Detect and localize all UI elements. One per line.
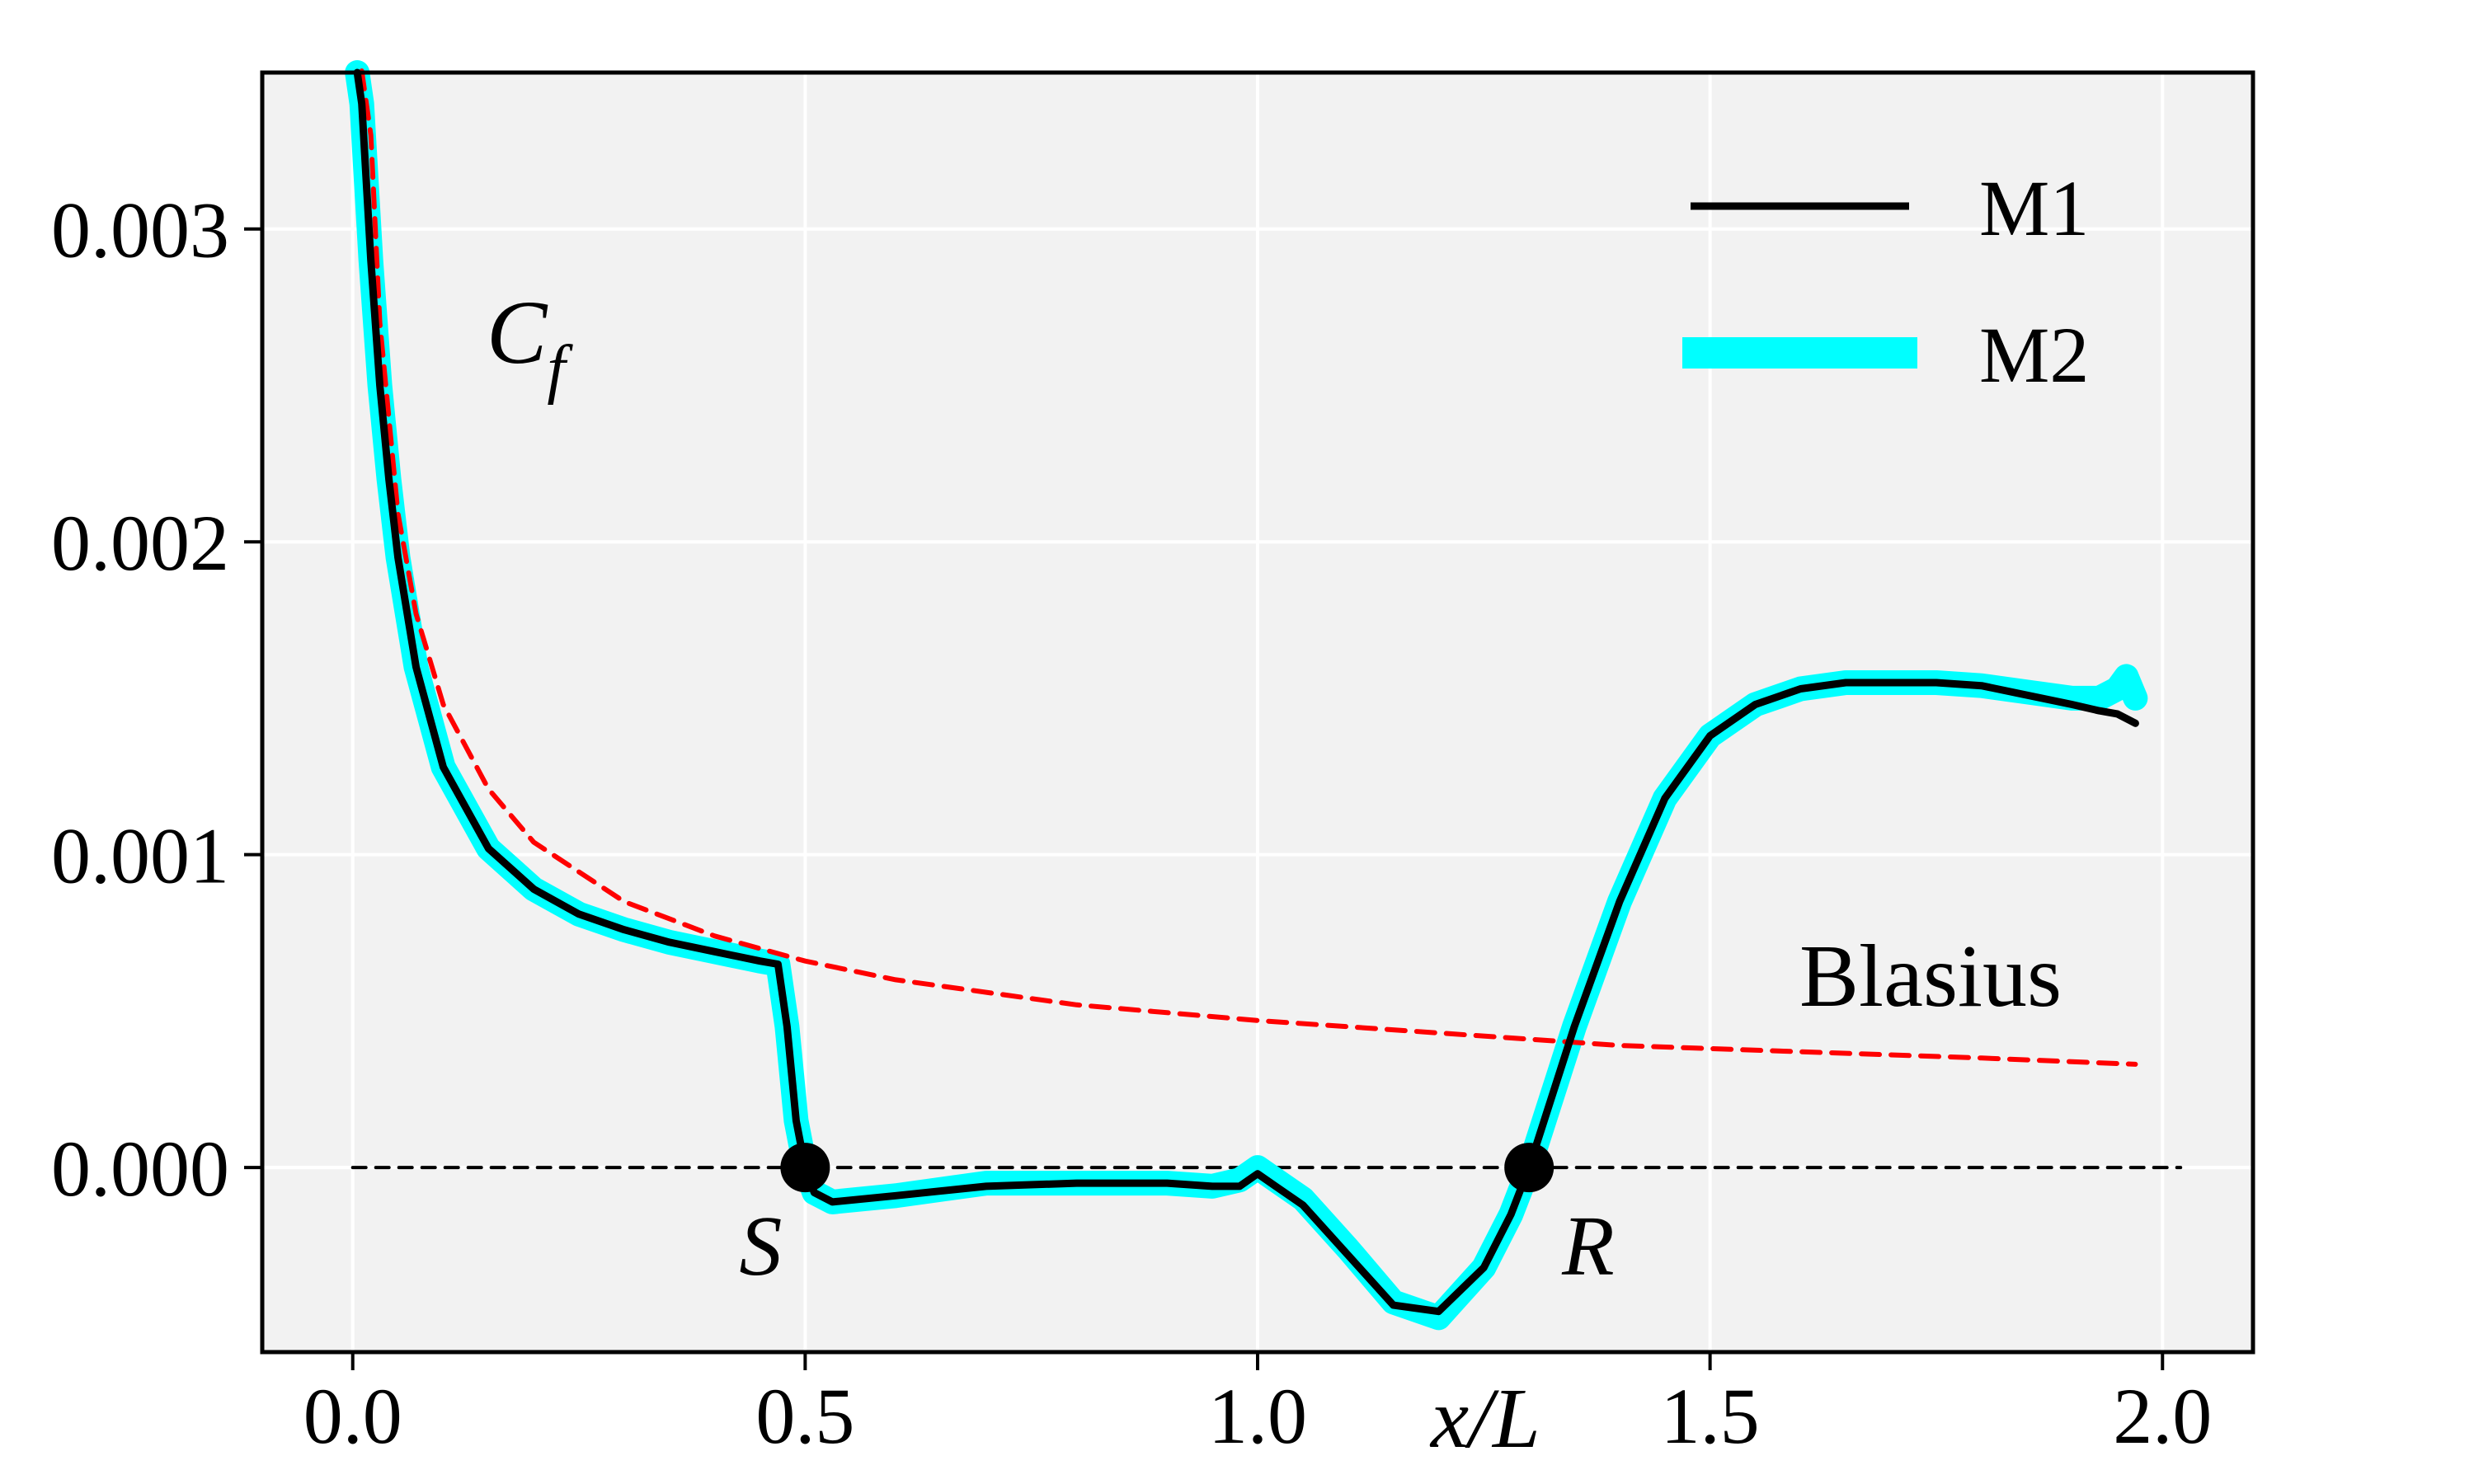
y-tick-label: 0.002 — [51, 499, 229, 587]
x-tick-label: 1.5 — [1661, 1372, 1760, 1460]
marker-label-s: S — [739, 1199, 782, 1294]
series-line-m1 — [353, 68, 2139, 1316]
marker-s — [780, 1143, 830, 1193]
x-tick-label: 2.0 — [2113, 1372, 2212, 1460]
y-tick-label: 0.003 — [51, 186, 229, 275]
legend-label-m2: M2 — [1979, 311, 2089, 399]
legend: M1 M2 — [1682, 164, 2089, 399]
series-line-blasius — [359, 68, 2138, 1067]
y-tick-label: 0.000 — [51, 1125, 229, 1213]
xlabel: x/L — [1429, 1371, 1540, 1466]
x-tick-label: 0.0 — [303, 1372, 402, 1460]
blasius-annotation: Blasius — [1799, 928, 2062, 1026]
marker-label-r: R — [1561, 1199, 1615, 1294]
series-group — [345, 60, 2183, 1331]
legend-label-m1: M1 — [1979, 164, 2089, 252]
marker-r — [1504, 1143, 1554, 1193]
ylabel-base: C — [487, 282, 548, 383]
x-tick-label: 0.5 — [755, 1372, 854, 1460]
y-tick-label: 0.001 — [51, 812, 229, 900]
x-tick-label: 1.0 — [1208, 1372, 1307, 1460]
ticks-group: 0.0 0.5 1.0 1.5 2.0 0.000 0.001 0.002 0.003 — [51, 186, 2212, 1460]
